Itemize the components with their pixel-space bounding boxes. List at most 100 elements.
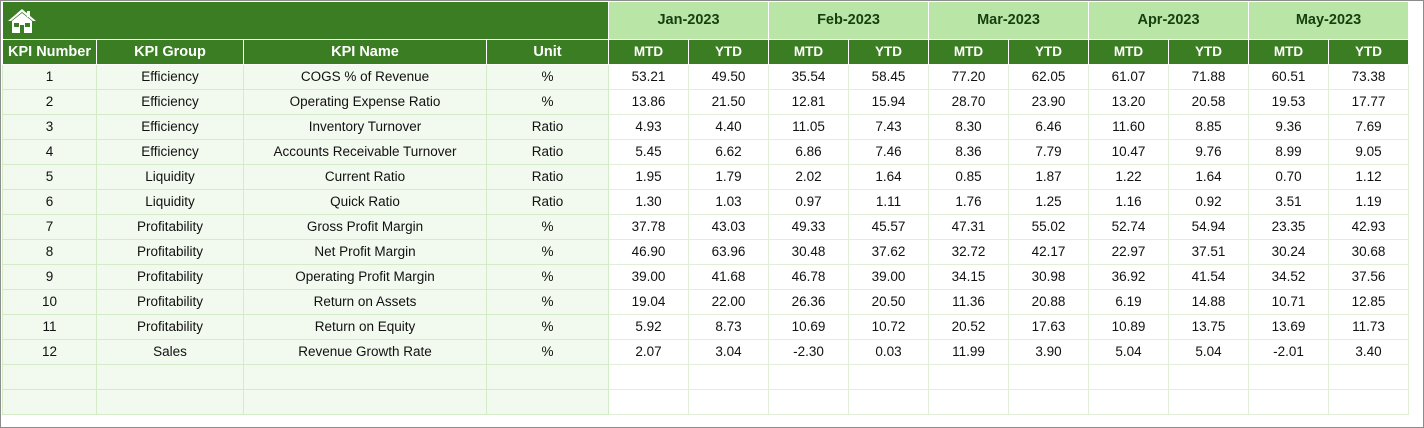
mtd-value-cell[interactable] (1088, 363, 1169, 390)
mtd-value-cell[interactable]: 10.89 (1088, 313, 1169, 340)
ytd-value-cell[interactable] (1168, 363, 1249, 390)
ytd-value-cell[interactable] (688, 388, 769, 415)
mtd-value-cell[interactable]: 37.78 (608, 213, 689, 240)
unit-cell[interactable]: % (486, 88, 609, 115)
home-icon[interactable] (7, 7, 37, 35)
ytd-value-cell[interactable]: 21.50 (688, 88, 769, 115)
mtd-value-cell[interactable]: 13.20 (1088, 88, 1169, 115)
kpi-group-cell[interactable]: Profitability (96, 263, 244, 290)
kpi-group-cell[interactable]: Liquidity (96, 188, 244, 215)
kpi-group-cell[interactable]: Liquidity (96, 163, 244, 190)
mtd-value-cell[interactable]: 53.21 (608, 63, 689, 90)
unit-cell[interactable]: % (486, 263, 609, 290)
ytd-value-cell[interactable]: 1.64 (1168, 163, 1249, 190)
ytd-value-cell[interactable] (1328, 388, 1409, 415)
ytd-value-cell[interactable]: 1.25 (1008, 188, 1089, 215)
mtd-value-cell[interactable]: 2.07 (608, 338, 689, 365)
kpi-group-cell[interactable]: Efficiency (96, 138, 244, 165)
kpi-group-cell[interactable]: Sales (96, 338, 244, 365)
kpi-number-cell[interactable] (2, 363, 97, 390)
kpi-number-cell[interactable]: 10 (2, 288, 97, 315)
mtd-value-cell[interactable]: 5.04 (1088, 338, 1169, 365)
kpi-number-cell[interactable]: 7 (2, 213, 97, 240)
kpi-group-cell[interactable]: Profitability (96, 213, 244, 240)
unit-cell[interactable]: % (486, 313, 609, 340)
mtd-value-cell[interactable] (608, 388, 689, 415)
ytd-value-cell[interactable]: 1.12 (1328, 163, 1409, 190)
kpi-group-cell[interactable]: Profitability (96, 238, 244, 265)
ytd-value-cell[interactable]: 7.46 (848, 138, 929, 165)
mtd-value-cell[interactable]: 11.36 (928, 288, 1009, 315)
mtd-value-cell[interactable]: 52.74 (1088, 213, 1169, 240)
ytd-value-cell[interactable]: 73.38 (1328, 63, 1409, 90)
mtd-value-cell[interactable]: 2.02 (768, 163, 849, 190)
kpi-name-cell[interactable] (243, 388, 487, 415)
ytd-value-cell[interactable]: 42.93 (1328, 213, 1409, 240)
kpi-number-cell[interactable]: 11 (2, 313, 97, 340)
ytd-value-cell[interactable]: 14.88 (1168, 288, 1249, 315)
mtd-value-cell[interactable]: 26.36 (768, 288, 849, 315)
mtd-value-cell[interactable]: 10.47 (1088, 138, 1169, 165)
ytd-value-cell[interactable]: 1.87 (1008, 163, 1089, 190)
ytd-value-cell[interactable]: 55.02 (1008, 213, 1089, 240)
mtd-value-cell[interactable]: 11.99 (928, 338, 1009, 365)
unit-cell[interactable]: % (486, 213, 609, 240)
mtd-value-cell[interactable]: -2.01 (1248, 338, 1329, 365)
mtd-value-cell[interactable]: 1.95 (608, 163, 689, 190)
kpi-name-cell[interactable]: Operating Profit Margin (243, 263, 487, 290)
mtd-value-cell[interactable] (608, 363, 689, 390)
kpi-name-cell[interactable]: Inventory Turnover (243, 113, 487, 140)
mtd-value-cell[interactable]: 5.45 (608, 138, 689, 165)
kpi-number-cell[interactable]: 8 (2, 238, 97, 265)
mtd-value-cell[interactable]: 32.72 (928, 238, 1009, 265)
kpi-group-cell[interactable]: Efficiency (96, 63, 244, 90)
unit-cell[interactable]: % (486, 288, 609, 315)
ytd-value-cell[interactable] (1008, 388, 1089, 415)
ytd-value-cell[interactable]: 43.03 (688, 213, 769, 240)
kpi-number-cell[interactable] (2, 388, 97, 415)
ytd-value-cell[interactable]: 3.90 (1008, 338, 1089, 365)
ytd-value-cell[interactable]: 30.68 (1328, 238, 1409, 265)
ytd-value-cell[interactable]: 12.85 (1328, 288, 1409, 315)
kpi-name-cell[interactable] (243, 363, 487, 390)
unit-cell[interactable]: Ratio (486, 163, 609, 190)
mtd-value-cell[interactable]: 19.53 (1248, 88, 1329, 115)
ytd-value-cell[interactable]: 9.05 (1328, 138, 1409, 165)
kpi-group-cell[interactable]: Efficiency (96, 88, 244, 115)
mtd-value-cell[interactable]: 0.97 (768, 188, 849, 215)
ytd-value-cell[interactable]: 20.58 (1168, 88, 1249, 115)
kpi-number-cell[interactable]: 12 (2, 338, 97, 365)
mtd-value-cell[interactable]: 13.69 (1248, 313, 1329, 340)
mtd-value-cell[interactable]: 0.85 (928, 163, 1009, 190)
ytd-value-cell[interactable] (848, 388, 929, 415)
ytd-value-cell[interactable]: 45.57 (848, 213, 929, 240)
ytd-value-cell[interactable]: 1.64 (848, 163, 929, 190)
kpi-name-cell[interactable]: Operating Expense Ratio (243, 88, 487, 115)
mtd-value-cell[interactable]: 49.33 (768, 213, 849, 240)
ytd-value-cell[interactable]: 4.40 (688, 113, 769, 140)
ytd-value-cell[interactable]: 0.92 (1168, 188, 1249, 215)
mtd-value-cell[interactable]: 23.35 (1248, 213, 1329, 240)
mtd-value-cell[interactable]: 34.52 (1248, 263, 1329, 290)
ytd-value-cell[interactable]: 22.00 (688, 288, 769, 315)
ytd-value-cell[interactable]: 13.75 (1168, 313, 1249, 340)
mtd-value-cell[interactable]: 8.30 (928, 113, 1009, 140)
mtd-value-cell[interactable]: 22.97 (1088, 238, 1169, 265)
kpi-number-cell[interactable]: 3 (2, 113, 97, 140)
kpi-group-cell[interactable]: Profitability (96, 313, 244, 340)
mtd-value-cell[interactable]: 1.16 (1088, 188, 1169, 215)
mtd-value-cell[interactable]: 47.31 (928, 213, 1009, 240)
kpi-group-cell[interactable]: Efficiency (96, 113, 244, 140)
mtd-value-cell[interactable]: 77.20 (928, 63, 1009, 90)
mtd-value-cell[interactable]: 46.78 (768, 263, 849, 290)
mtd-value-cell[interactable]: 1.22 (1088, 163, 1169, 190)
kpi-number-cell[interactable]: 5 (2, 163, 97, 190)
mtd-value-cell[interactable]: 35.54 (768, 63, 849, 90)
kpi-group-cell[interactable] (96, 363, 244, 390)
ytd-value-cell[interactable]: 11.73 (1328, 313, 1409, 340)
ytd-value-cell[interactable] (688, 363, 769, 390)
ytd-value-cell[interactable]: 41.68 (688, 263, 769, 290)
unit-cell[interactable]: Ratio (486, 188, 609, 215)
ytd-value-cell[interactable]: 0.03 (848, 338, 929, 365)
kpi-number-cell[interactable]: 9 (2, 263, 97, 290)
